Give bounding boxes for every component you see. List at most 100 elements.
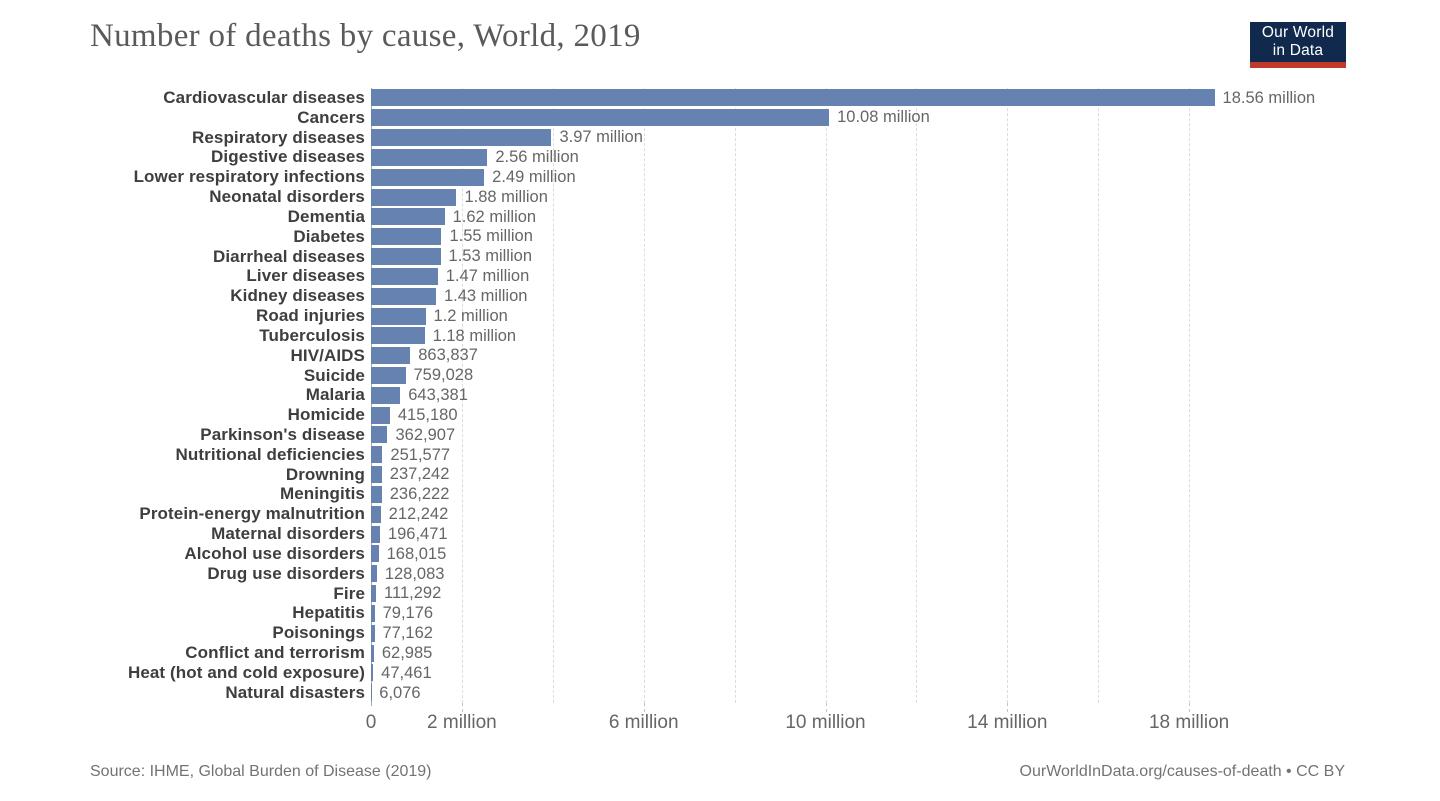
bar[interactable]: [371, 505, 381, 523]
value-label: 1.18 million: [432, 326, 517, 345]
bar[interactable]: [371, 525, 380, 543]
bar[interactable]: [371, 168, 485, 186]
bar-row: Liver diseases 1.47 million: [0, 266, 1440, 286]
category-label: Drug use disorders: [207, 563, 365, 583]
bar-track: 196,471: [371, 525, 448, 543]
value-label: 863,837: [418, 346, 478, 365]
category-label: Lower respiratory infections: [133, 167, 365, 187]
value-label: 18.56 million: [1222, 88, 1316, 107]
value-label: 111,292: [384, 584, 442, 603]
bar[interactable]: [371, 267, 438, 285]
bar-track: 1.88 million: [371, 188, 548, 206]
category-label: HIV/AIDS: [290, 345, 365, 365]
bar[interactable]: [371, 406, 390, 424]
value-label: 1.2 million: [433, 306, 508, 325]
x-tick-label: 0: [365, 712, 377, 733]
category-label: Alcohol use disorders: [184, 543, 365, 563]
bar-row: Suicide 759,028: [0, 366, 1440, 386]
x-tick-mark: [461, 703, 463, 712]
bar[interactable]: [371, 327, 425, 345]
bar[interactable]: [371, 446, 383, 464]
category-label: Kidney diseases: [230, 286, 365, 306]
bar[interactable]: [371, 148, 488, 166]
category-label: Conflict and terrorism: [185, 643, 365, 663]
value-label: 6,076: [379, 683, 421, 702]
bar[interactable]: [371, 585, 377, 603]
bar-row: HIV/AIDS 863,837: [0, 346, 1440, 366]
bar[interactable]: [371, 248, 441, 266]
bar[interactable]: [371, 485, 382, 503]
bar[interactable]: [371, 347, 411, 365]
bar-row: Protein-energy malnutrition 212,242: [0, 504, 1440, 524]
bar[interactable]: [371, 565, 377, 583]
bar-track: 47,461: [371, 664, 432, 682]
bar[interactable]: [371, 604, 375, 622]
bar[interactable]: [371, 129, 552, 147]
bar-track: 212,242: [371, 505, 449, 524]
bar-track: 62,985: [371, 644, 432, 662]
bar-track: 1.2 million: [371, 306, 508, 325]
category-label: Drowning: [285, 464, 365, 484]
category-label: Suicide: [303, 365, 365, 385]
bar[interactable]: [371, 307, 426, 325]
value-label: 1.62 million: [452, 207, 537, 226]
bar[interactable]: [371, 89, 1215, 107]
category-label: Tuberculosis: [259, 325, 365, 345]
bar-row: Heat (hot and cold exposure) 47,461: [0, 663, 1440, 683]
bar-track: 2.56 million: [371, 148, 579, 167]
value-label: 212,242: [388, 505, 449, 524]
attribution-link[interactable]: OurWorldInData.org/causes-of-death • CC …: [1019, 763, 1345, 780]
x-tick-label: 10 million: [785, 712, 866, 733]
bar-track: 79,176: [371, 604, 433, 622]
owid-logo: Our World in Data: [1250, 22, 1346, 68]
bar[interactable]: [371, 109, 830, 127]
bar[interactable]: [371, 664, 374, 682]
bar[interactable]: [371, 188, 457, 206]
value-label: 1.55 million: [449, 227, 533, 246]
value-label: 643,381: [408, 386, 468, 405]
category-label: Maternal disorders: [211, 524, 365, 544]
category-label: Respiratory diseases: [191, 127, 365, 147]
bar-track: 236,222: [371, 485, 450, 504]
bar-row: Fire 111,292: [0, 584, 1440, 604]
owid-logo-line2: in Data: [1272, 42, 1324, 59]
bar[interactable]: [371, 466, 382, 484]
category-label: Poisonings: [272, 623, 365, 643]
bar-row: Drowning 237,242: [0, 465, 1440, 485]
bar-row: Homicide 415,180: [0, 405, 1440, 425]
bar-row: Lower respiratory infections 2.49 million: [0, 167, 1440, 187]
category-label: Parkinson's disease: [200, 425, 365, 444]
value-label: 415,180: [397, 405, 458, 424]
bar-row: Neonatal disorders 1.88 million: [0, 187, 1440, 207]
bar-row: Cancers 10.08 million: [0, 108, 1440, 128]
bar[interactable]: [371, 545, 379, 563]
category-label: Natural disasters: [225, 682, 365, 702]
bar-row: Poisonings 77,162: [0, 623, 1440, 643]
bar[interactable]: [371, 367, 406, 384]
bar[interactable]: [371, 624, 375, 642]
bar-track: 1.43 million: [371, 287, 527, 305]
bar[interactable]: [371, 228, 442, 246]
bar[interactable]: [371, 287, 436, 305]
source-note: Source: IHME, Global Burden of Disease (…: [90, 763, 432, 780]
value-label: 362,907: [395, 425, 456, 444]
x-tick-label: 14 million: [967, 712, 1048, 733]
value-label: 236,222: [389, 485, 450, 504]
value-label: 2.56 million: [495, 148, 579, 167]
owid-logo-line1: Our World: [1261, 24, 1335, 41]
owid-logo-box: Our World in Data: [1250, 22, 1346, 62]
bar[interactable]: [371, 386, 401, 404]
bar-track: 18.56 million: [371, 88, 1316, 107]
bar[interactable]: [371, 644, 374, 662]
value-label: 77,162: [382, 624, 433, 643]
bar[interactable]: [371, 426, 388, 444]
value-label: 2.49 million: [492, 167, 576, 186]
bar-row: Natural disasters 6,076: [0, 683, 1440, 703]
bar-track: 77,162: [371, 624, 433, 643]
bar-track: 251,577: [371, 446, 450, 464]
category-label: Fire: [333, 583, 365, 603]
bar-row: Road injuries 1.2 million: [0, 306, 1440, 326]
bar-track: 759,028: [371, 367, 473, 384]
bar[interactable]: [371, 208, 445, 226]
bar-track: 1.18 million: [371, 326, 517, 345]
